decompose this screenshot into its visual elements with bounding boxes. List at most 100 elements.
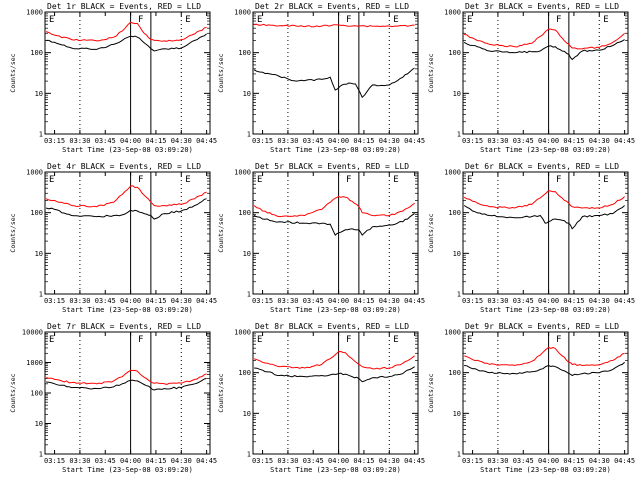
y-axis-label: Counts/sec bbox=[427, 213, 435, 252]
x-tick-label: 04:30 bbox=[171, 137, 192, 145]
region-label: F bbox=[556, 335, 561, 345]
y-tick-label: 10 bbox=[35, 420, 43, 428]
x-tick-label: 04:15 bbox=[353, 137, 374, 145]
lld-series-line bbox=[45, 185, 207, 208]
x-tick-label: 03:45 bbox=[513, 137, 534, 145]
x-tick-label: 04:00 bbox=[538, 297, 559, 305]
events-series-line bbox=[464, 361, 625, 377]
y-tick-label: 10 bbox=[453, 250, 461, 258]
panel-det-1: Det 1r BLACK = Events, RED = LLD 1 10 100 10… bbox=[9, 2, 217, 154]
y-tick-label: 10 bbox=[243, 410, 251, 418]
y-axis-label: Counts/sec bbox=[427, 53, 435, 92]
y-tick-label: 1000 bbox=[26, 169, 43, 177]
x-tick-label: 04:00 bbox=[120, 137, 141, 145]
y-tick-label: 100 bbox=[448, 209, 461, 217]
events-series-line bbox=[253, 67, 415, 99]
x-tick-label: 04:45 bbox=[404, 297, 425, 305]
y-tick-label: 100 bbox=[448, 369, 461, 377]
lld-series-line bbox=[45, 21, 207, 42]
region-label: E bbox=[467, 175, 472, 185]
region-label: E bbox=[185, 15, 190, 25]
x-axis-label: Start Time (23-Sep-08 03:09:20) bbox=[62, 306, 193, 314]
plot-frame bbox=[44, 171, 211, 295]
x-tick-label: 04:45 bbox=[614, 297, 635, 305]
x-tick-label: 04:15 bbox=[563, 137, 584, 145]
y-tick-label: 1 bbox=[457, 291, 461, 299]
y-tick-label: 100 bbox=[448, 49, 461, 57]
x-axis-label: Start Time (23-Sep-08 03:09:20) bbox=[270, 146, 401, 154]
x-tick-label: 03:15 bbox=[252, 457, 273, 465]
region-label: F bbox=[346, 175, 351, 185]
lld-series-line bbox=[464, 28, 625, 50]
plot-frame bbox=[44, 331, 211, 455]
x-tick-label: 04:00 bbox=[538, 137, 559, 145]
x-tick-label: 03:15 bbox=[44, 297, 65, 305]
plot-frame bbox=[462, 171, 629, 295]
region-label: E bbox=[603, 175, 608, 185]
panel-det-9: Det 9r BLACK = Events, RED = LLD 1 10 100 10… bbox=[427, 322, 635, 474]
x-axis-label: Start Time (23-Sep-08 03:09:20) bbox=[480, 466, 611, 474]
y-tick-label: 10000 bbox=[22, 329, 43, 337]
region-label: E bbox=[393, 15, 398, 25]
x-tick-label: 04:15 bbox=[563, 297, 584, 305]
y-tick-label: 1 bbox=[247, 451, 251, 459]
x-tick-label: 03:15 bbox=[462, 297, 483, 305]
x-tick-label: 04:30 bbox=[589, 137, 610, 145]
panel-det-3: Det 3r BLACK = Events, RED = LLD 1 10 100 10… bbox=[427, 2, 635, 154]
x-axis-label: Start Time (23-Sep-08 03:09:20) bbox=[62, 146, 193, 154]
x-tick-label: 03:15 bbox=[44, 137, 65, 145]
y-tick-label: 1000 bbox=[26, 359, 43, 367]
panel-det-2: Det 2r BLACK = Events, RED = LLD 1 10 100 10… bbox=[217, 2, 425, 154]
x-tick-label: 03:45 bbox=[95, 457, 116, 465]
panel-title: Det 4r BLACK = Events, RED = LLD bbox=[47, 162, 201, 171]
x-tick-label: 03:30 bbox=[277, 137, 298, 145]
x-tick-label: 04:15 bbox=[145, 137, 166, 145]
region-label: E bbox=[467, 15, 472, 25]
lld-series-line bbox=[463, 346, 625, 367]
events-series-line bbox=[254, 366, 415, 383]
y-tick-label: 1 bbox=[457, 131, 461, 139]
x-tick-label: 03:45 bbox=[95, 297, 116, 305]
region-label: E bbox=[49, 335, 54, 345]
x-tick-label: 04:00 bbox=[120, 457, 141, 465]
region-label: E bbox=[185, 335, 190, 345]
x-tick-label: 03:45 bbox=[303, 457, 324, 465]
y-tick-label: 10 bbox=[243, 250, 251, 258]
x-tick-label: 04:45 bbox=[404, 457, 425, 465]
x-axis-label: Start Time (23-Sep-08 03:09:20) bbox=[62, 466, 193, 474]
region-label: E bbox=[603, 15, 608, 25]
x-tick-label: 03:30 bbox=[487, 297, 508, 305]
region-label: E bbox=[603, 335, 608, 345]
x-tick-label: 04:45 bbox=[196, 297, 217, 305]
lld-series-line bbox=[253, 350, 415, 370]
panel-det-6: Det 6r BLACK = Events, RED = LLD 1 10 100 10… bbox=[427, 162, 635, 314]
y-tick-label: 1000 bbox=[234, 329, 251, 337]
x-tick-label: 03:45 bbox=[513, 457, 534, 465]
y-tick-label: 10 bbox=[453, 90, 461, 98]
y-tick-label: 100 bbox=[30, 49, 43, 57]
lld-series-line bbox=[463, 189, 625, 210]
x-tick-label: 03:30 bbox=[69, 297, 90, 305]
region-label: E bbox=[185, 175, 190, 185]
x-axis-label: Start Time (23-Sep-08 03:09:20) bbox=[270, 306, 401, 314]
y-tick-label: 100 bbox=[238, 369, 251, 377]
y-axis-label: Counts/sec bbox=[9, 213, 17, 252]
x-tick-label: 03:30 bbox=[487, 457, 508, 465]
y-axis-label: Counts/sec bbox=[217, 373, 225, 412]
plot-frame bbox=[44, 11, 211, 135]
region-label: F bbox=[138, 175, 143, 185]
panel-title: Det 7r BLACK = Events, RED = LLD bbox=[47, 322, 201, 331]
y-tick-label: 10 bbox=[35, 90, 43, 98]
x-tick-label: 04:00 bbox=[328, 137, 349, 145]
region-label: F bbox=[346, 335, 351, 345]
plot-frame bbox=[252, 171, 419, 295]
x-tick-label: 04:15 bbox=[353, 457, 374, 465]
y-tick-label: 1000 bbox=[444, 169, 461, 177]
x-tick-label: 03:30 bbox=[277, 457, 298, 465]
x-tick-label: 03:15 bbox=[44, 457, 65, 465]
y-tick-label: 10 bbox=[243, 90, 251, 98]
panel-title: Det 5r BLACK = Events, RED = LLD bbox=[255, 162, 409, 171]
y-tick-label: 1000 bbox=[26, 9, 43, 17]
region-label: E bbox=[257, 175, 262, 185]
y-tick-label: 100 bbox=[30, 209, 43, 217]
